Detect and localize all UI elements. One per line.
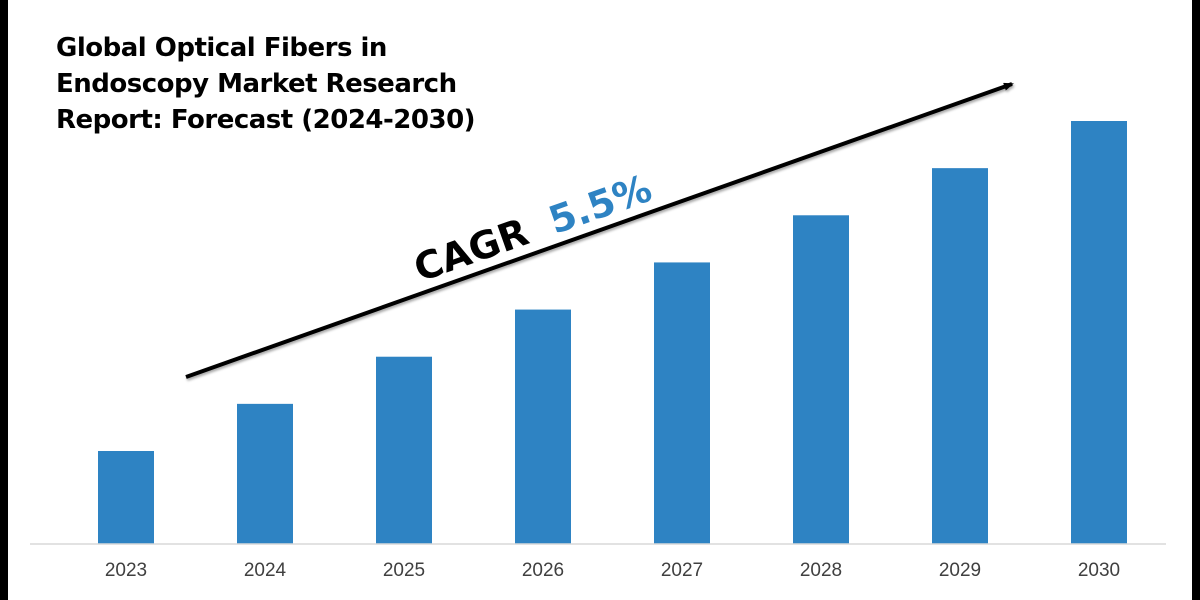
x-tick-label-2026: 2026	[522, 560, 564, 581]
x-tick-label-2023: 2023	[105, 560, 147, 581]
x-tick-label-2030: 2030	[1078, 560, 1120, 581]
svg-text:CAGR 5.5%: CAGR 5.5%	[408, 166, 657, 290]
chart-canvas: Global Optical Fibers in Endoscopy Marke…	[8, 0, 1192, 600]
bar-2029	[932, 168, 988, 544]
bar-2023	[98, 451, 154, 544]
chart-title: Global Optical Fibers in Endoscopy Marke…	[56, 33, 476, 135]
trend-arrow	[185, 82, 1014, 379]
x-tick-labels: 2023 2024 2025 2026 2027 2028 2029 2030	[105, 560, 1120, 581]
x-tick-label-2029: 2029	[939, 560, 981, 581]
bar-chart: 2023 2024 2025 2026 2027 2028 2029 2030 CAGR 5.…	[30, 82, 1166, 581]
x-tick-label-2025: 2025	[383, 560, 425, 581]
cagr-prefix: CAGR	[408, 210, 534, 291]
bar-2026	[515, 309, 571, 544]
bar-2030	[1071, 121, 1127, 544]
x-tick-label-2028: 2028	[800, 560, 842, 581]
bar-2025	[376, 356, 432, 544]
bars-group	[98, 121, 1127, 545]
bar-2024	[237, 403, 293, 544]
bar-2027	[654, 262, 710, 544]
x-tick-label-2027: 2027	[661, 560, 703, 581]
x-tick-label-2024: 2024	[244, 560, 287, 581]
bar-2028	[793, 215, 849, 545]
cagr-annotation: CAGR 5.5%	[408, 166, 657, 290]
